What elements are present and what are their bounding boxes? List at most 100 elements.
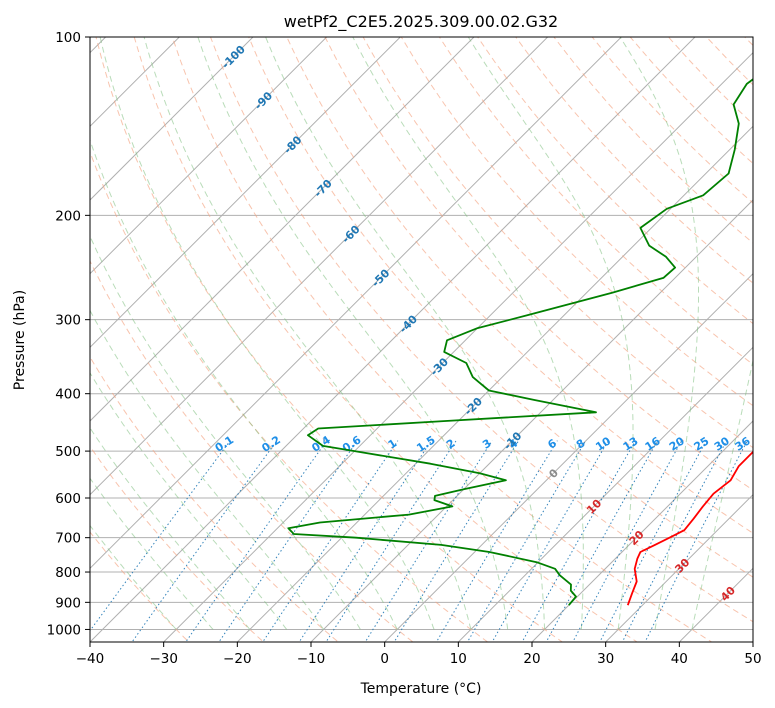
mixing-ratio-line <box>90 440 231 632</box>
moist-adiabat <box>352 37 584 630</box>
mixing-ratio-line <box>262 440 399 642</box>
y-tick-label: 1000 <box>47 622 81 638</box>
isotherm-label: -50 <box>369 266 392 289</box>
plot-frame <box>89 36 754 643</box>
dry-adiabat <box>248 37 753 578</box>
dewpoint-profile <box>287 78 753 606</box>
isotherm-gridline <box>90 37 328 275</box>
dry-adiabat <box>209 37 753 623</box>
dry-adiabat <box>744 37 753 47</box>
moist-adiabat <box>90 477 214 630</box>
dry-adiabat <box>90 356 339 642</box>
isotherm-gridline <box>90 37 623 570</box>
x-tick-label: 20 <box>523 651 540 667</box>
isotherm-gridline <box>457 346 753 642</box>
y-tick-label: 300 <box>55 313 81 329</box>
x-tick-label: 0 <box>380 651 389 667</box>
background-reference-lines <box>0 10 775 654</box>
y-tick-label: 900 <box>55 595 81 611</box>
isotherm-gridline <box>236 125 753 642</box>
moist-adiabat <box>619 37 699 630</box>
moist-adiabat <box>99 37 435 630</box>
mixing-ratio-line <box>545 440 659 642</box>
moist-adiabat <box>90 524 177 630</box>
moist-adiabat <box>90 138 398 630</box>
dry-adiabat <box>90 150 489 642</box>
isotherm-gridline <box>90 37 549 496</box>
mixing-ratio-line <box>218 440 358 642</box>
dry-adiabat <box>171 37 713 642</box>
isotherm-gridline <box>90 37 254 201</box>
moist-adiabat <box>691 358 753 630</box>
mixing-ratio-label: 3 <box>480 437 494 452</box>
moist-adiabat <box>90 309 324 630</box>
dry-adiabat <box>90 445 265 642</box>
x-tick-label: −10 <box>297 651 326 667</box>
y-tick-label: 600 <box>55 491 81 507</box>
mixing-ratio-line <box>572 440 683 642</box>
y-tick-label: 100 <box>55 30 81 46</box>
moist-adiabat <box>197 37 509 630</box>
isotherm-gridline <box>90 37 696 642</box>
isotherm-gridline <box>604 493 753 642</box>
x-tick-label: −40 <box>76 651 105 667</box>
y-tick-label: 800 <box>55 565 81 581</box>
mixing-ratio-line <box>491 440 609 642</box>
mixing-ratio-line <box>131 440 278 642</box>
dry-adiabat <box>400 37 753 407</box>
isotherm-gridline <box>90 37 181 128</box>
isotherm-label: -30 <box>428 355 451 378</box>
dry-adiabat <box>515 37 753 284</box>
dry-adiabat <box>362 37 753 449</box>
x-tick-label: 50 <box>744 651 761 667</box>
dry-adiabat <box>591 37 753 204</box>
isotherm-gridline <box>90 37 475 422</box>
mixing-ratio-line <box>466 440 587 642</box>
mixing-ratio-label: 6 <box>545 436 559 451</box>
isotherm-gridline <box>383 272 753 642</box>
temperature-profile <box>626 450 753 606</box>
x-axis-label: Temperature (°C) <box>360 681 482 697</box>
isotherm-gridline <box>90 37 402 349</box>
mixing-ratio-line <box>298 440 432 642</box>
dry-adiabat <box>324 37 753 491</box>
moist-adiabat <box>265 37 546 630</box>
mixing-ratio-line <box>644 440 748 642</box>
mixing-ratio-label: 1 <box>386 437 400 452</box>
y-tick-label: 400 <box>55 387 81 403</box>
x-tick-label: −30 <box>149 651 178 667</box>
moist-adiabat <box>467 37 634 630</box>
moist-adiabat <box>90 235 361 630</box>
dry-adiabat <box>705 37 753 86</box>
isotherm-label: -90 <box>252 89 275 112</box>
mixing-ratio-label: 2 <box>444 437 458 452</box>
isotherm-gridline <box>531 420 753 642</box>
moist-adiabat <box>90 371 288 630</box>
y-axis-label: Pressure (hPa) <box>12 290 28 390</box>
mixing-ratio-line <box>435 440 558 642</box>
y-tick-label: 500 <box>55 444 81 460</box>
x-tick-label: 40 <box>671 651 688 667</box>
dry-adiabat <box>286 37 753 534</box>
dry-adiabat <box>90 531 190 642</box>
dry-adiabat <box>438 37 753 366</box>
isotherm-label: -100 <box>219 43 248 72</box>
moist-adiabat <box>143 37 472 630</box>
dry-adiabat <box>756 10 775 654</box>
mixing-ratio-line <box>621 440 728 642</box>
moist-adiabat <box>90 427 251 630</box>
dry-adiabat <box>95 37 564 642</box>
x-tick-label: −20 <box>223 651 252 667</box>
isotherm-gridline <box>0 10 59 654</box>
y-tick-label: 200 <box>55 208 81 224</box>
dry-adiabat <box>133 37 638 642</box>
isotherm-gridline <box>752 641 753 642</box>
isotherm-label: -60 <box>339 222 362 245</box>
mixing-ratio-line <box>521 440 637 642</box>
dry-adiabat <box>90 259 414 642</box>
y-tick-label: 700 <box>55 531 81 547</box>
isotherm-gridline <box>310 199 753 642</box>
sounding-profiles <box>287 78 753 606</box>
mixing-ratio-line <box>599 440 707 642</box>
